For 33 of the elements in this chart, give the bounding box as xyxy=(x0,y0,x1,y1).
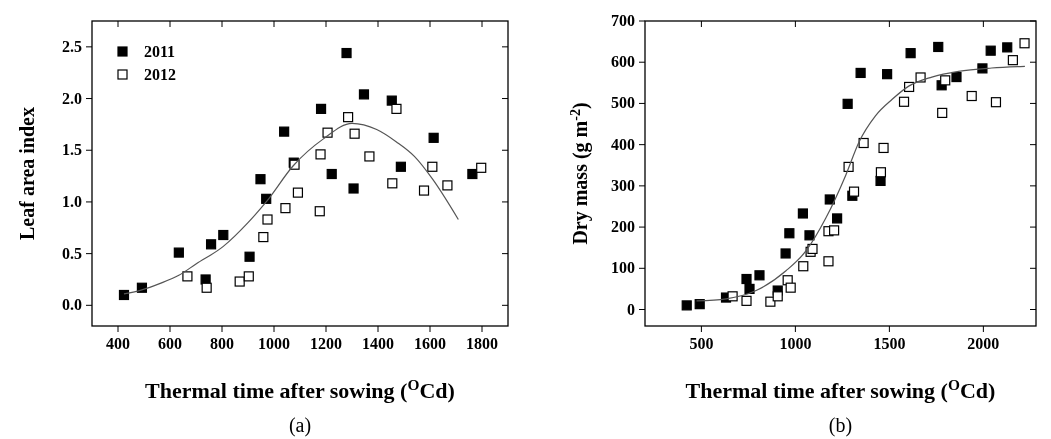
y-axis-title: Leaf area index xyxy=(16,107,38,240)
y-tick-label: 2.5 xyxy=(62,37,82,55)
y-tick-label: 0.0 xyxy=(62,296,82,314)
x-tick-label: 1600 xyxy=(414,335,446,352)
x-tick-label: 1000 xyxy=(258,335,290,352)
y-tick-label: 700 xyxy=(611,12,635,29)
x-tick-label: 2000 xyxy=(967,335,1000,352)
x-tick-label: 1000 xyxy=(779,335,812,352)
legend-label: 2011 xyxy=(144,43,176,60)
text: (a) xyxy=(288,414,312,437)
y-tick-label: 1.0 xyxy=(62,192,82,210)
x-tick-label: 1800 xyxy=(466,335,498,352)
y-tick-label: 1.5 xyxy=(62,141,82,159)
x-tick-label: 1200 xyxy=(310,335,342,352)
x-axis-title: Thermal time after sowing ($^{O}$Cd) xyxy=(145,375,455,403)
text: (b) xyxy=(828,414,853,437)
y-tick-label: 0.5 xyxy=(62,244,82,262)
x-tick-label: 1500 xyxy=(873,335,906,352)
y-tick-label: 200 xyxy=(611,218,635,236)
legend-label: 2012 xyxy=(144,66,176,83)
y-tick-label: 100 xyxy=(611,259,635,277)
y-tick-label: 600 xyxy=(611,53,635,71)
y-tick-label: 300 xyxy=(611,176,635,194)
y-tick-label: 500 xyxy=(611,94,635,112)
x-tick-label: 400 xyxy=(106,335,130,352)
x-axis-title: Thermal time after sowing ($^{O}$Cd) xyxy=(685,375,996,403)
y-tick-label: 400 xyxy=(611,135,635,153)
x-tick-label: 500 xyxy=(689,335,714,352)
y-tick-label: 2.0 xyxy=(62,89,82,107)
x-tick-label: 600 xyxy=(158,335,182,352)
x-tick-label: 800 xyxy=(210,335,234,352)
x-tick-label: 1400 xyxy=(362,335,394,352)
y-tick-label: 0 xyxy=(627,300,635,318)
